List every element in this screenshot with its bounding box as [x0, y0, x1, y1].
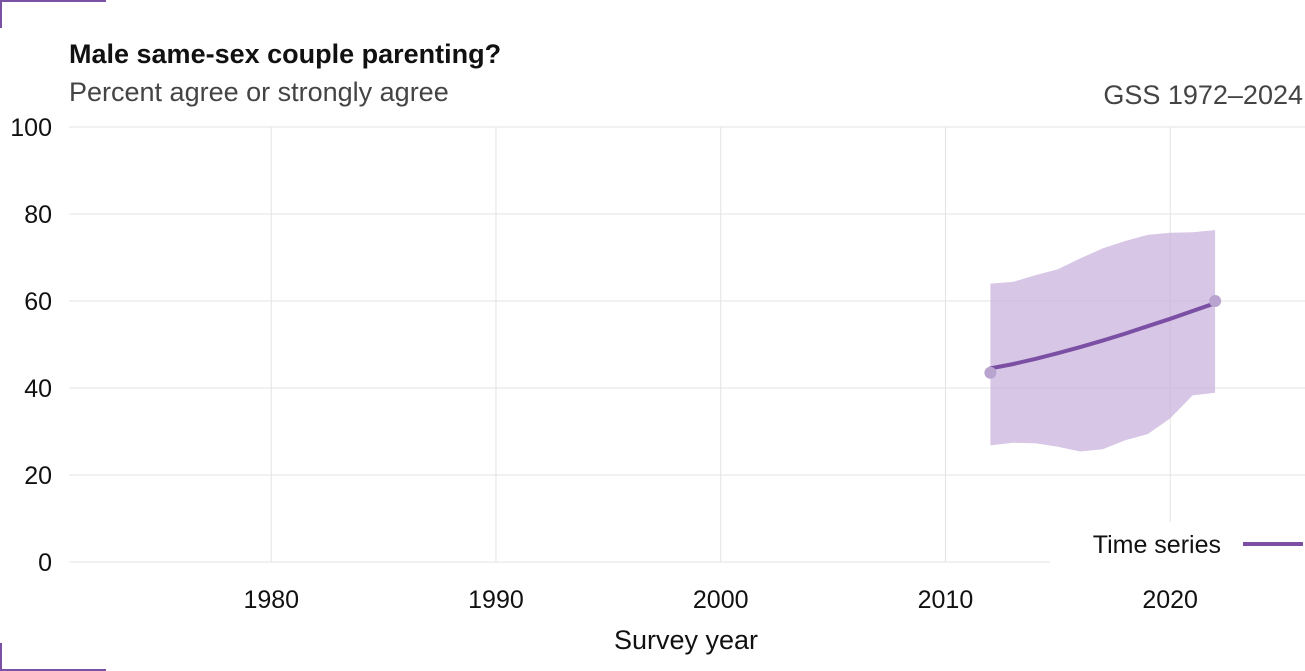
data-point-layer	[984, 295, 1222, 379]
series-line-layer	[988, 301, 1218, 371]
y-tick-label-100: 100	[10, 114, 52, 142]
x-tick-label-1990: 1990	[468, 586, 524, 614]
x-tick-label-2000: 2000	[693, 586, 749, 614]
chart-subtitle: Percent agree or strongly agree	[69, 77, 449, 107]
y-tick-label-60: 60	[24, 288, 52, 316]
y-tick-label-0: 0	[38, 549, 52, 577]
x-tick-label-1980: 1980	[243, 586, 299, 614]
x-tick-label-2020: 2020	[1142, 586, 1198, 614]
chart-title: Male same-sex couple parenting?	[69, 39, 501, 69]
x-tick-labels: 1980 1990 2000 2010 2020	[243, 586, 1198, 614]
x-axis-label: Survey year	[614, 625, 758, 655]
data-point-2022	[1209, 295, 1222, 307]
corner-mark-top	[0, 0, 106, 2]
legend-entry-time-series: Time series	[1093, 531, 1221, 559]
corner-mark-bottom	[0, 669, 106, 671]
x-tick-label-2010: 2010	[918, 586, 974, 614]
y-tick-label-80: 80	[24, 201, 52, 229]
legend: Time series	[1050, 522, 1305, 568]
y-tick-label-20: 20	[24, 462, 52, 490]
corner-mark-top-vertical	[0, 0, 2, 28]
data-point-2012	[984, 366, 997, 379]
y-tick-label-40: 40	[24, 375, 52, 403]
corner-mark-bottom-vertical	[0, 643, 2, 671]
chart-source: GSS 1972–2024	[1103, 80, 1303, 110]
y-tick-labels: 0 20 40 60 80 100	[10, 114, 52, 577]
series-line-time-series	[988, 301, 1218, 371]
